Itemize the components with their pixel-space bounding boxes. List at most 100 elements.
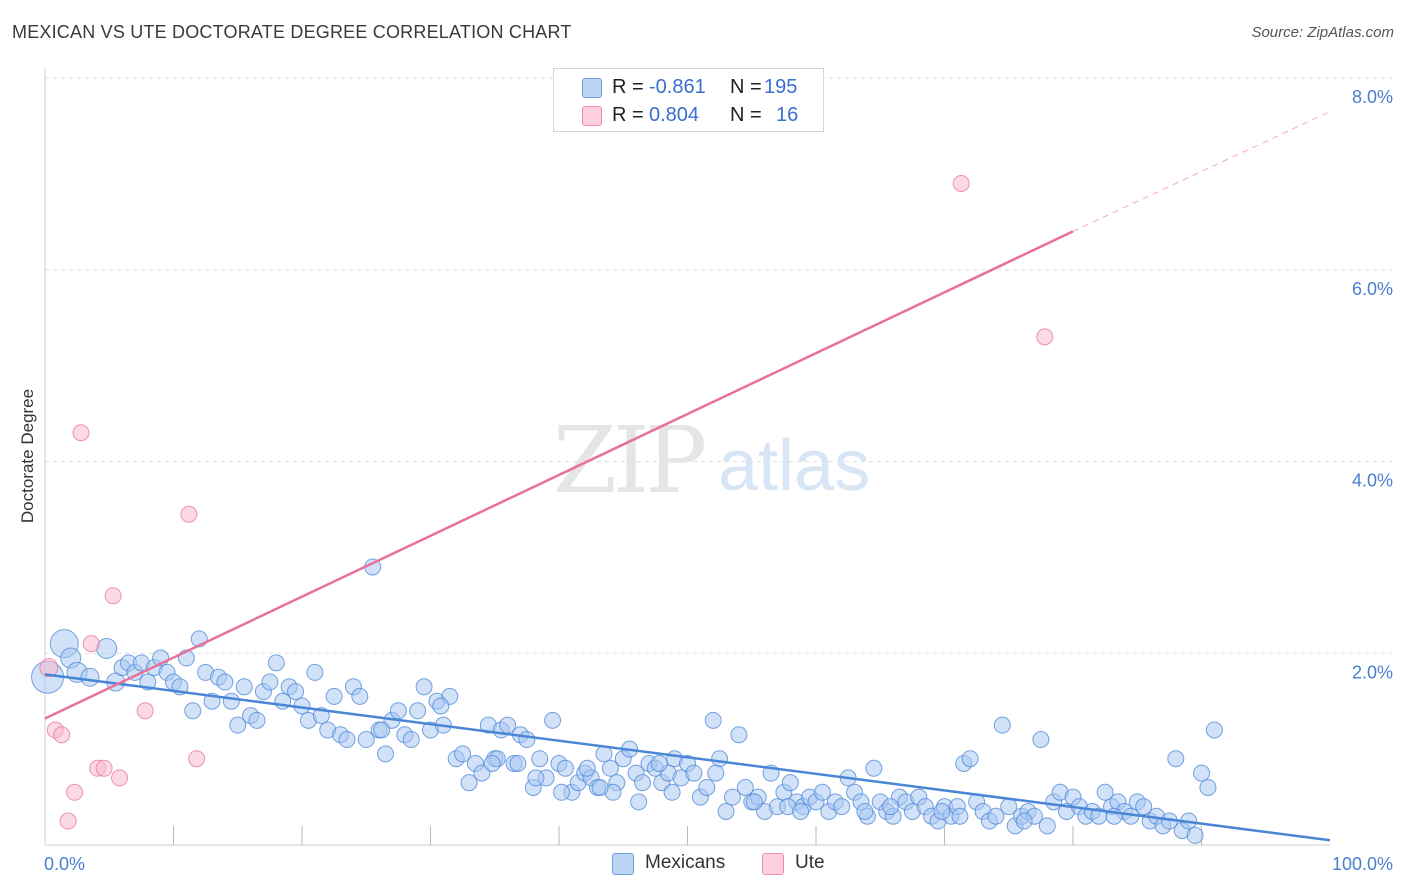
data-point-mexicans xyxy=(527,769,545,787)
x-tick-label: 100.0% xyxy=(1332,854,1393,874)
data-point-mexicans xyxy=(553,783,571,801)
data-point-mexicans xyxy=(745,793,763,811)
data-point-mexicans xyxy=(707,764,725,782)
data-point-mexicans xyxy=(432,697,450,715)
data-point-mexicans xyxy=(267,654,285,672)
data-point-mexicans xyxy=(1193,764,1210,782)
chart-title: MEXICAN VS UTE DOCTORATE DEGREE CORRELAT… xyxy=(12,22,572,42)
data-point-mexicans xyxy=(306,663,324,681)
legend-swatch-ute xyxy=(762,853,784,875)
data-point-ute xyxy=(136,702,154,720)
data-point-ute xyxy=(39,658,59,678)
scatter-points xyxy=(31,174,1223,844)
trend-line-ute xyxy=(44,230,1074,720)
data-point-mexicans xyxy=(711,750,729,768)
data-point-mexicans xyxy=(856,802,874,820)
data-point-mexicans xyxy=(882,798,900,816)
trend-extension-ute xyxy=(1072,111,1331,232)
legend-row-ute: R = 0.804 N = 16 xyxy=(554,101,823,129)
data-point-mexicans xyxy=(630,793,648,811)
data-point-mexicans xyxy=(518,731,536,749)
legend-label-ute: Ute xyxy=(795,852,825,873)
data-point-ute xyxy=(66,783,84,801)
data-point-mexicans xyxy=(261,673,279,691)
legend-n-label: N = xyxy=(730,76,762,98)
tick-labels: 2.0% 4.0% 6.0% 8.0% 0.0% 100.0% xyxy=(44,87,1393,874)
data-point-mexicans xyxy=(1096,783,1114,801)
data-point-mexicans xyxy=(235,678,253,696)
data-point-ute xyxy=(53,726,71,744)
data-point-ute xyxy=(952,174,970,192)
data-point-mexicans xyxy=(531,750,549,768)
legend-r-label: R = xyxy=(612,76,644,98)
correlation-legend: R = -0.861 N = 195 R = 0.804 N = 16 xyxy=(553,68,824,132)
data-point-mexicans xyxy=(698,778,716,796)
data-point-mexicans xyxy=(229,716,247,734)
legend-r-value: 0.804 xyxy=(649,104,700,126)
data-point-mexicans xyxy=(338,731,356,749)
data-point-mexicans xyxy=(663,783,681,801)
data-point-mexicans xyxy=(650,755,668,773)
data-point-mexicans xyxy=(987,807,1005,825)
data-point-mexicans xyxy=(578,759,596,777)
legend-n-value: 195 xyxy=(764,76,798,98)
data-point-mexicans xyxy=(483,755,501,773)
trend-lines xyxy=(44,111,1331,842)
data-point-mexicans xyxy=(730,726,748,744)
data-point-mexicans xyxy=(357,731,375,749)
data-point-mexicans xyxy=(96,637,118,659)
data-point-mexicans xyxy=(601,759,619,777)
data-point-ute xyxy=(188,750,206,768)
data-point-mexicans xyxy=(961,750,979,768)
watermark-zip: ZIP xyxy=(553,407,704,514)
data-point-mexicans xyxy=(591,778,609,796)
data-point-mexicans xyxy=(325,687,343,705)
data-point-mexicans xyxy=(556,759,574,777)
data-point-mexicans xyxy=(351,687,369,705)
data-point-mexicans xyxy=(833,798,851,816)
legend-swatch-ute xyxy=(582,106,602,126)
data-point-ute xyxy=(111,769,129,787)
data-point-mexicans xyxy=(1038,817,1056,835)
data-point-mexicans xyxy=(1167,750,1185,768)
data-point-mexicans xyxy=(248,711,266,729)
data-point-mexicans xyxy=(704,711,722,729)
legend-r-value: -0.861 xyxy=(649,76,706,98)
grid-lines xyxy=(45,77,1392,654)
data-point-mexicans xyxy=(717,802,735,820)
y-tick-label: 8.0% xyxy=(1352,87,1393,107)
data-point-mexicans xyxy=(402,731,420,749)
data-point-mexicans xyxy=(951,807,969,825)
data-point-mexicans xyxy=(781,774,799,792)
x-tick-label: 0.0% xyxy=(44,854,85,874)
data-point-mexicans xyxy=(792,802,810,820)
data-point-mexicans xyxy=(1186,826,1204,844)
data-point-ute xyxy=(180,505,198,523)
watermark: ZIP atlas xyxy=(553,407,870,514)
data-point-mexicans xyxy=(813,783,831,801)
y-tick-label: 6.0% xyxy=(1352,279,1393,299)
data-point-mexicans xyxy=(723,788,741,806)
chart-axes xyxy=(44,68,1330,846)
data-point-ute xyxy=(1036,328,1054,346)
legend-label-mexicans: Mexicans xyxy=(645,852,726,873)
data-point-ute xyxy=(72,424,90,442)
trend-line-mexicans xyxy=(44,673,1331,842)
data-point-mexicans xyxy=(460,774,478,792)
data-point-mexicans xyxy=(287,683,305,701)
legend-swatch-mexicans xyxy=(582,78,602,98)
data-point-mexicans xyxy=(1199,778,1217,796)
data-point-mexicans xyxy=(80,667,100,687)
legend-n-value: 16 xyxy=(776,104,799,126)
data-point-mexicans xyxy=(184,702,202,720)
data-point-ute xyxy=(104,587,122,605)
data-point-mexicans xyxy=(634,774,652,792)
data-point-mexicans xyxy=(415,678,433,696)
data-point-mexicans xyxy=(222,692,240,710)
data-point-mexicans xyxy=(993,716,1011,734)
data-point-mexicans xyxy=(377,745,395,763)
data-point-ute xyxy=(95,759,113,777)
data-point-mexicans xyxy=(454,745,472,763)
y-tick-label: 2.0% xyxy=(1352,662,1393,682)
